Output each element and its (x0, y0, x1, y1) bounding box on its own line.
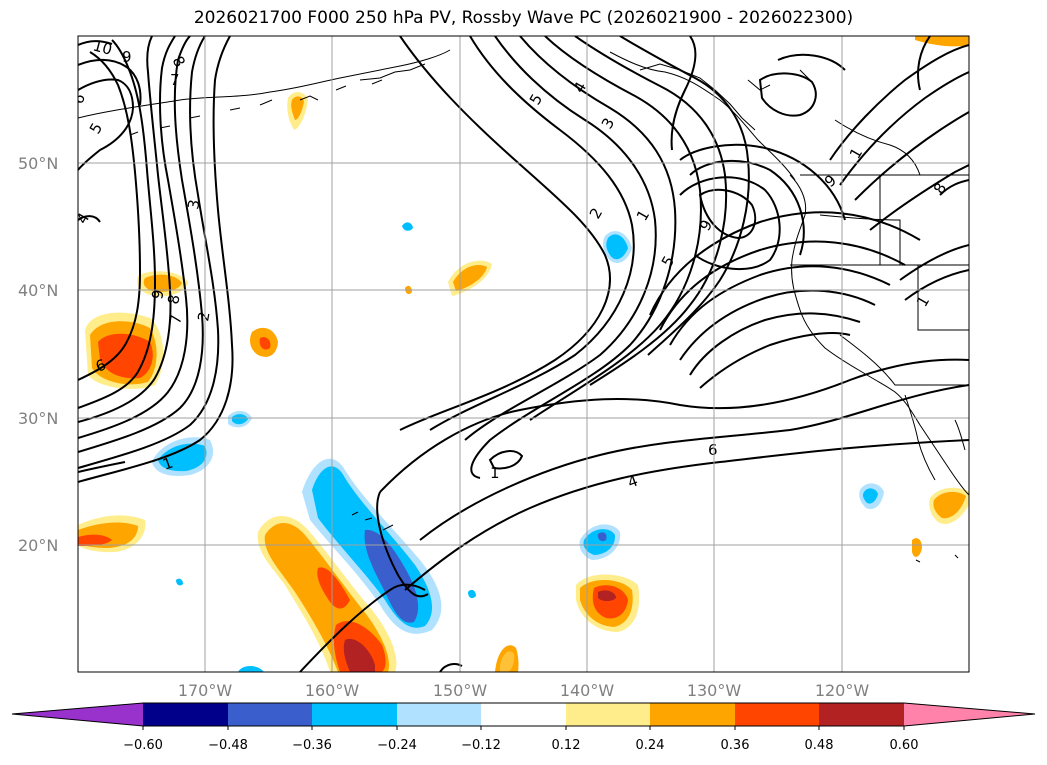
contour-label: 7 (166, 313, 185, 326)
colorbar-tick: −0.12 (461, 738, 501, 753)
lon-label-140w: 140°W (560, 681, 615, 700)
contour-label: 10 (91, 36, 114, 58)
lat-label-50n: 50°N (18, 154, 58, 173)
colorbar-tick: 0.48 (805, 738, 834, 753)
colorbar-extend-high (904, 703, 1035, 726)
gridlines (78, 36, 969, 672)
lon-label-130w: 130°W (687, 681, 742, 700)
colorbar-segment (566, 703, 650, 726)
contour-label: 7 (170, 71, 180, 89)
lon-label-170w: 170°W (178, 681, 233, 700)
map-frame (77, 35, 970, 673)
colorbar-tick: 0.60 (890, 738, 919, 753)
colorbar-tick: 0.12 (552, 738, 581, 753)
lon-label-160w: 160°W (305, 681, 360, 700)
colorbar-segment (228, 703, 312, 726)
colorbar-segment (481, 703, 566, 726)
colorbar-tick: −0.24 (377, 738, 417, 753)
longitude-labels: 170°W 160°W 150°W 140°W 130°W 120°W (178, 681, 870, 700)
lat-label-40n: 40°N (18, 281, 58, 300)
colorbar-tick: 0.36 (721, 738, 750, 753)
colorbar-segment (819, 703, 904, 726)
colorbar-segment (143, 703, 228, 726)
latitude-labels: 50°N 40°N 30°N 20°N (18, 154, 58, 555)
colorbar-tick: 0.24 (636, 738, 665, 753)
contour-label: 6 (708, 441, 718, 459)
map-title: 2026021700 F000 250 hPa PV, Rossby Wave … (193, 8, 854, 28)
colorbar-segment (312, 703, 397, 726)
contour-label: 6 (69, 91, 89, 106)
colorbar-extend-low (12, 703, 143, 726)
lat-label-20n: 20°N (18, 536, 58, 555)
colorbar-segment (650, 703, 735, 726)
colorbar-tick: −0.36 (292, 738, 332, 753)
pv-contours (78, 36, 969, 672)
colorbar-segment (397, 703, 481, 726)
colorbar-tick: −0.60 (123, 738, 163, 753)
colorbar: −0.60 −0.48 −0.36 −0.24 −0.12 0.12 0.24 … (11, 702, 1036, 753)
map-background (78, 36, 969, 672)
lon-label-150w: 150°W (433, 681, 488, 700)
colorbar-tick: −0.48 (208, 738, 248, 753)
lon-label-120w: 120°W (815, 681, 870, 700)
contour-label: 2 (194, 310, 213, 323)
contour-label: 9 (122, 48, 132, 66)
colorbar-segment (735, 703, 819, 726)
contour-label: 1 (490, 464, 500, 482)
contour-label: 8 (164, 293, 183, 306)
contour-label: 3 (184, 198, 203, 211)
contour-label: 9 (148, 288, 167, 301)
lat-label-30n: 30°N (18, 409, 58, 428)
pv-anomaly-fills (78, 36, 969, 672)
